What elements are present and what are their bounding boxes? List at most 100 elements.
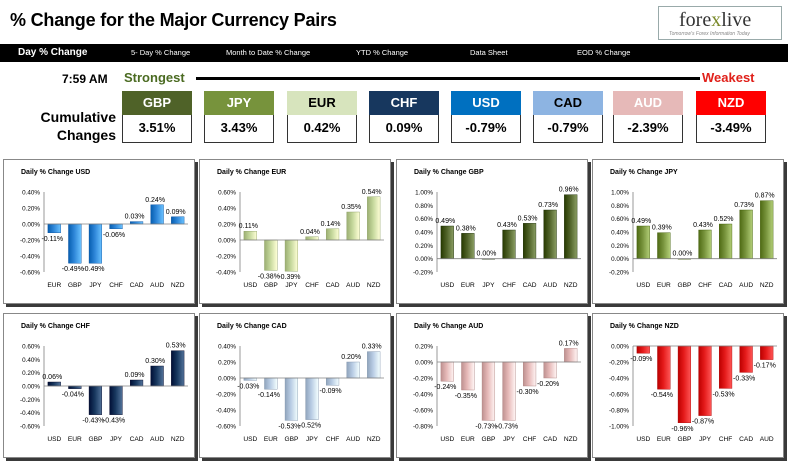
data-label: 0.52% (714, 216, 734, 223)
x-category-label: AUD (150, 282, 164, 289)
bar-jpy (698, 345, 712, 416)
x-category-label: GBP (264, 282, 279, 289)
y-tick-label: 0.60% (22, 344, 40, 351)
y-tick-label: -1.00% (609, 424, 629, 431)
data-label: 0.53% (518, 215, 538, 222)
currency-cell-eur: EUR 0.42% (287, 91, 357, 143)
y-tick-label: -0.40% (216, 408, 236, 415)
x-category-label: GBP (88, 436, 103, 443)
chart-panel: 0.60% 0.40% 0.20% 0.00% -0.20% -0.40% -0.60% 0.… (3, 313, 195, 458)
y-tick-label: -0.40% (20, 254, 40, 261)
x-category-label: CAD (543, 436, 557, 443)
y-tick-label: 0.40% (22, 357, 40, 364)
x-category-label: CAD (130, 282, 144, 289)
y-tick-label: 0.20% (218, 360, 236, 367)
bar-chart: 0.40% 0.20% 0.00% -0.20% -0.40% -0.60% -0.03% -… (216, 344, 384, 443)
y-tick-label: -0.40% (216, 270, 236, 277)
weakest-label: Weakest (702, 70, 755, 85)
currency-cell-jpy: JPY 3.43% (204, 91, 274, 143)
bar-chf (718, 345, 733, 389)
currency-code: CAD (533, 91, 603, 115)
bar-nzd (171, 350, 185, 387)
x-category-label: GBP (677, 282, 692, 289)
bar-eur (461, 361, 475, 391)
x-category-label: CHF (305, 282, 319, 289)
x-category-label: USD (243, 436, 257, 443)
x-category-label: JPY (699, 436, 712, 443)
x-category-label: CHF (502, 282, 516, 289)
nav-day-change[interactable]: Day % Change (18, 47, 88, 58)
chart-panel: 0.40% 0.20% 0.00% -0.20% -0.40% -0.60% -0.11% -… (3, 159, 195, 304)
data-label: 0.43% (693, 222, 713, 229)
bar-jpy (284, 239, 299, 272)
x-category-label: NZD (171, 436, 185, 443)
data-label: -0.39% (278, 274, 300, 281)
x-category-label: USD (440, 282, 454, 289)
nav-bar: Day % Change 5- Day % Change Month to Da… (0, 44, 788, 62)
data-label: 0.14% (321, 221, 341, 228)
data-label: -0.73% (475, 423, 497, 430)
chart-title: Daily % Change NZD (610, 323, 679, 330)
y-tick-label: -0.40% (609, 376, 629, 383)
strongest-label: Strongest (124, 70, 185, 85)
y-tick-label: 0.60% (415, 216, 433, 223)
x-category-label: USD (636, 436, 650, 443)
nav-data-sheet[interactable]: Data Sheet (470, 48, 508, 57)
data-label: -0.14% (258, 392, 280, 399)
strength-range-line (196, 77, 700, 80)
data-label: 0.00% (476, 251, 496, 258)
bar-usd (440, 225, 454, 259)
y-tick-label: 0.20% (218, 222, 236, 229)
x-category-label: EUR (47, 282, 61, 289)
nav-5day-change[interactable]: 5- Day % Change (131, 48, 191, 57)
data-label: -0.96% (671, 426, 693, 433)
bar-nzd (564, 194, 578, 259)
currency-cumulative-value: 3.43% (204, 115, 274, 143)
x-category-label: CHF (719, 436, 733, 443)
cumulative-changes-label: Cumulative Changes (40, 109, 116, 143)
data-label: 0.06% (42, 374, 62, 381)
data-label: 0.54% (362, 189, 382, 196)
y-tick-label: -0.20% (609, 270, 629, 277)
bar-chf (325, 377, 340, 386)
bar-aud (543, 209, 557, 259)
x-category-label: JPY (285, 282, 298, 289)
y-tick-label: -0.60% (20, 424, 40, 431)
x-category-label: JPY (110, 436, 123, 443)
y-tick-label: 0.00% (22, 384, 40, 391)
x-category-label: USD (47, 436, 61, 443)
data-label: 0.04% (300, 229, 320, 236)
data-label: 0.49% (631, 218, 651, 225)
data-label: 0.87% (755, 193, 775, 200)
chart-title: Daily % Change AUD (414, 323, 484, 330)
data-label: 0.33% (362, 344, 382, 351)
logo-tagline: Tomorrow's Forex Information Today (669, 31, 750, 37)
y-tick-label: 0.40% (218, 206, 236, 213)
y-tick-label: -0.60% (20, 270, 40, 277)
y-tick-label: 0.00% (611, 344, 629, 351)
y-tick-label: 0.00% (218, 238, 236, 245)
header: % Change for the Major Currency Pairs fo… (0, 0, 788, 44)
currency-cell-chf: CHF 0.09% (369, 91, 439, 143)
data-label: -0.09% (630, 356, 652, 363)
data-label: -0.53% (712, 391, 734, 398)
data-label: 0.00% (672, 251, 692, 258)
bar-usd (636, 345, 650, 354)
data-label: -0.04% (62, 392, 84, 399)
chart-title: Daily % Change CHF (21, 323, 90, 330)
x-category-label: JPY (503, 436, 516, 443)
nav-ytd-change[interactable]: YTD % Change (356, 48, 409, 57)
bar-aud (346, 211, 360, 241)
nav-eod-change[interactable]: EOD % Change (577, 48, 631, 57)
data-label: -0.73% (496, 423, 518, 430)
x-category-label: CHF (326, 436, 340, 443)
data-label: -0.11% (41, 236, 63, 243)
currency-code: AUD (613, 91, 683, 115)
x-category-label: AUD (346, 436, 360, 443)
y-tick-label: -0.80% (413, 424, 433, 431)
nav-month-to-date-change[interactable]: Month to Date % Change (226, 48, 311, 57)
forexlive-logo[interactable]: forexlive Tomorrow's Forex Information T… (658, 6, 782, 40)
x-category-label: AUD (760, 436, 774, 443)
currency-cell-cad: CAD -0.79% (533, 91, 603, 143)
bar-gbp (284, 377, 299, 421)
